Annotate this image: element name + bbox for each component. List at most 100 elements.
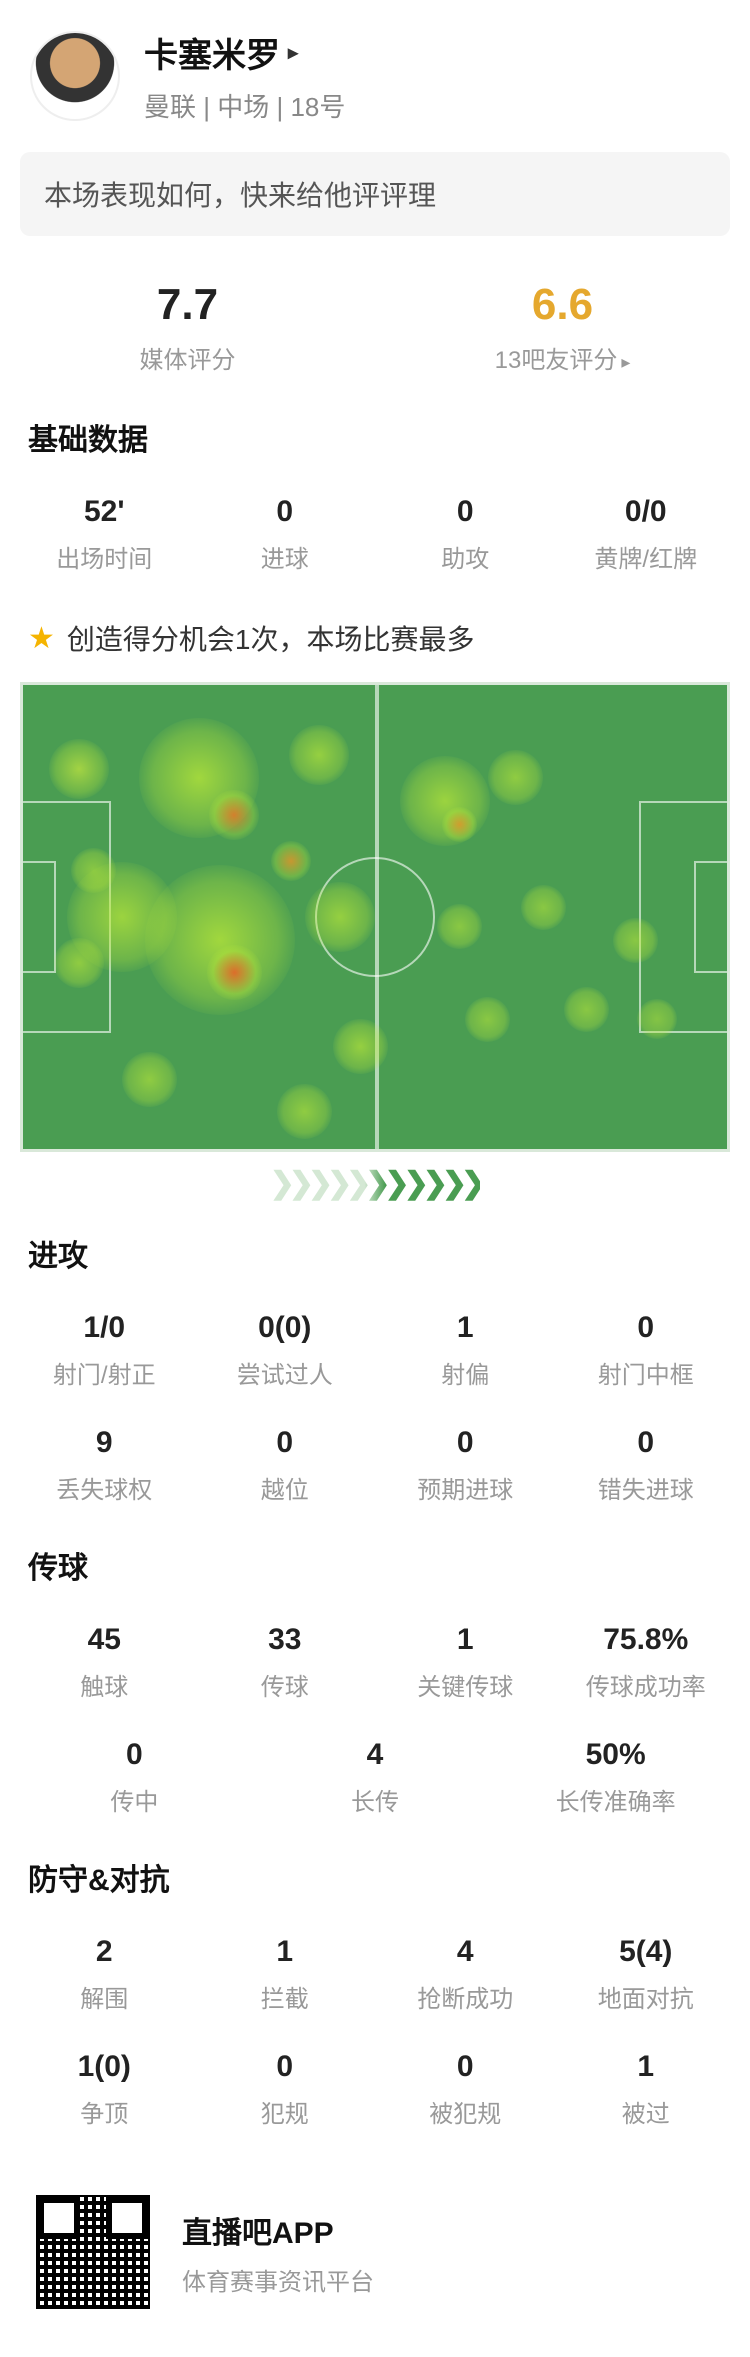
heatmap-blob [209, 790, 259, 840]
stat-value: 52' [18, 495, 191, 529]
stat-label: 长传准确率 [499, 1782, 732, 1817]
stat-value: 50% [499, 1738, 732, 1772]
section-title-passing: 传球 [0, 1533, 750, 1605]
stat-cell: 0错失进球 [556, 1408, 737, 1523]
heatmap-blob [139, 718, 259, 838]
section-title-basic: 基础数据 [0, 405, 750, 477]
section-title-defense: 防守&对抗 [0, 1845, 750, 1917]
pitch-line [694, 861, 729, 972]
stat-label: 长传 [259, 1782, 492, 1817]
heatmap-blob [122, 1052, 177, 1107]
stat-label: 传球成功率 [560, 1667, 733, 1702]
stat-cell: 1 关键传球 [375, 1605, 556, 1720]
stat-cell: 0(0) 尝试过人 [195, 1293, 376, 1408]
defense-stats-grid: 2解围1拦截4抢断成功5(4)地面对抗1(0)争顶0犯规0被犯规1被过 [0, 1917, 750, 2157]
stat-value: 0 [18, 1738, 251, 1772]
stat-label: 射门中框 [560, 1355, 733, 1390]
stat-label: 关键传球 [379, 1667, 552, 1702]
pitch [20, 682, 730, 1152]
stat-label: 越位 [199, 1470, 372, 1505]
stat-label: 地面对抗 [560, 1979, 733, 2014]
player-name-row[interactable]: 卡塞米罗 ▸ [144, 28, 345, 77]
stat-label: 丢失球权 [18, 1470, 191, 1505]
stat-label: 射门/射正 [18, 1355, 191, 1390]
heatmap-blob [488, 750, 543, 805]
stat-value: 0 [379, 495, 552, 529]
stat-cell: 5(4) 地面对抗 [556, 1917, 737, 2032]
heatmap-blob [289, 725, 349, 785]
stat-value: 1 [379, 1623, 552, 1657]
media-rating: 7.7 媒体评分 [0, 280, 375, 375]
caret-icon: ▸ [621, 352, 630, 372]
heatmap-blob [521, 885, 566, 930]
stat-label: 触球 [18, 1667, 191, 1702]
stat-cell: 0被犯规 [375, 2032, 556, 2147]
heatmap-blob [465, 997, 510, 1042]
stat-cell: 33 传球 [195, 1605, 376, 1720]
highlight-text: 创造得分机会1次，本场比赛最多 [67, 618, 475, 658]
player-avatar [30, 31, 120, 121]
stat-cell: 1/0 射门/射正 [14, 1293, 195, 1408]
stat-value: 4 [379, 1935, 552, 1969]
stat-label: 预期进球 [379, 1470, 552, 1505]
stat-cell: 1拦截 [195, 1917, 376, 2032]
heatmap-blob [145, 865, 295, 1015]
media-rating-value: 7.7 [0, 280, 375, 330]
player-name: 卡塞米罗 [144, 28, 280, 77]
stat-label: 黄牌/红牌 [560, 539, 733, 574]
stat-value: 1 [560, 2050, 733, 2084]
ratings-row: 7.7 媒体评分 6.6 13吧友评分▸ [0, 256, 750, 405]
stat-cell: 0助攻 [375, 477, 556, 592]
footer-title: 直播吧APP [182, 2208, 374, 2252]
heatmap-blob [271, 841, 311, 881]
section-title-attack: 进攻 [0, 1221, 750, 1293]
stat-label: 传球 [199, 1667, 372, 1702]
pitch-line [315, 857, 435, 977]
stat-cell: 0 犯规 [195, 2032, 376, 2147]
heatmap-blob [333, 1019, 388, 1074]
direction-indicator: ❯❯❯❯❯❯❯❯❯❯❯ [0, 1152, 750, 1221]
stat-value: 0 [379, 1426, 552, 1460]
stat-cell: 1(0)争顶 [14, 2032, 195, 2147]
stat-cell: 0越位 [195, 1408, 376, 1523]
stat-cell: 9 丢失球权 [14, 1408, 195, 1523]
heatmap-blob [277, 1084, 332, 1139]
stat-cell: 75.8%传球成功率 [556, 1605, 737, 1720]
stat-cell: 4 抢断成功 [375, 1917, 556, 2032]
stat-cell: 52' 出场时间 [14, 477, 195, 592]
heatmap-container [0, 674, 750, 1152]
heatmap-blob [207, 945, 262, 1000]
stat-cell: 2解围 [14, 1917, 195, 2032]
stat-value: 5(4) [560, 1935, 733, 1969]
stat-value: 0(0) [199, 1311, 372, 1345]
passing-stats-grid: 45触球33传球1关键传球75.8%传球成功率0传中4长传50%长传准确率 [0, 1605, 750, 1845]
heatmap-blob [564, 987, 609, 1032]
stat-label: 尝试过人 [199, 1355, 372, 1390]
stat-label: 拦截 [199, 1979, 372, 2014]
stat-cell: 4长传 [255, 1720, 496, 1835]
stat-value: 0 [560, 1311, 733, 1345]
stat-label: 犯规 [199, 2094, 372, 2129]
stat-cell: 1被过 [556, 2032, 737, 2147]
stat-value: 2 [18, 1935, 191, 1969]
stat-label: 传中 [18, 1782, 251, 1817]
stat-value: 33 [199, 1623, 372, 1657]
stat-value: 0/0 [560, 495, 733, 529]
stat-value: 1 [379, 1311, 552, 1345]
stat-cell: 0 预期进球 [375, 1408, 556, 1523]
stat-cell: 1射偏 [375, 1293, 556, 1408]
stat-value: 9 [18, 1426, 191, 1460]
rate-prompt[interactable]: 本场表现如何，快来给他评评理 [20, 152, 730, 236]
stat-label: 抢断成功 [379, 1979, 552, 2014]
heatmap-blob [400, 756, 490, 846]
attack-stats-grid: 1/0射门/射正0(0)尝试过人1射偏0射门中框9丢失球权0越位0预期进球0错失… [0, 1293, 750, 1533]
heatmap-blob [49, 739, 109, 799]
stat-value: 1/0 [18, 1311, 191, 1345]
stat-cell: 0进球 [195, 477, 376, 592]
stat-label: 出场时间 [18, 539, 191, 574]
fan-rating[interactable]: 6.6 13吧友评分▸ [375, 280, 750, 375]
player-header: 卡塞米罗 ▸ 曼联 | 中场 | 18号 [0, 0, 750, 144]
player-meta: 曼联 | 中场 | 18号 [144, 87, 345, 124]
highlight-row: ★ 创造得分机会1次，本场比赛最多 [0, 602, 750, 674]
stat-value: 0 [199, 2050, 372, 2084]
